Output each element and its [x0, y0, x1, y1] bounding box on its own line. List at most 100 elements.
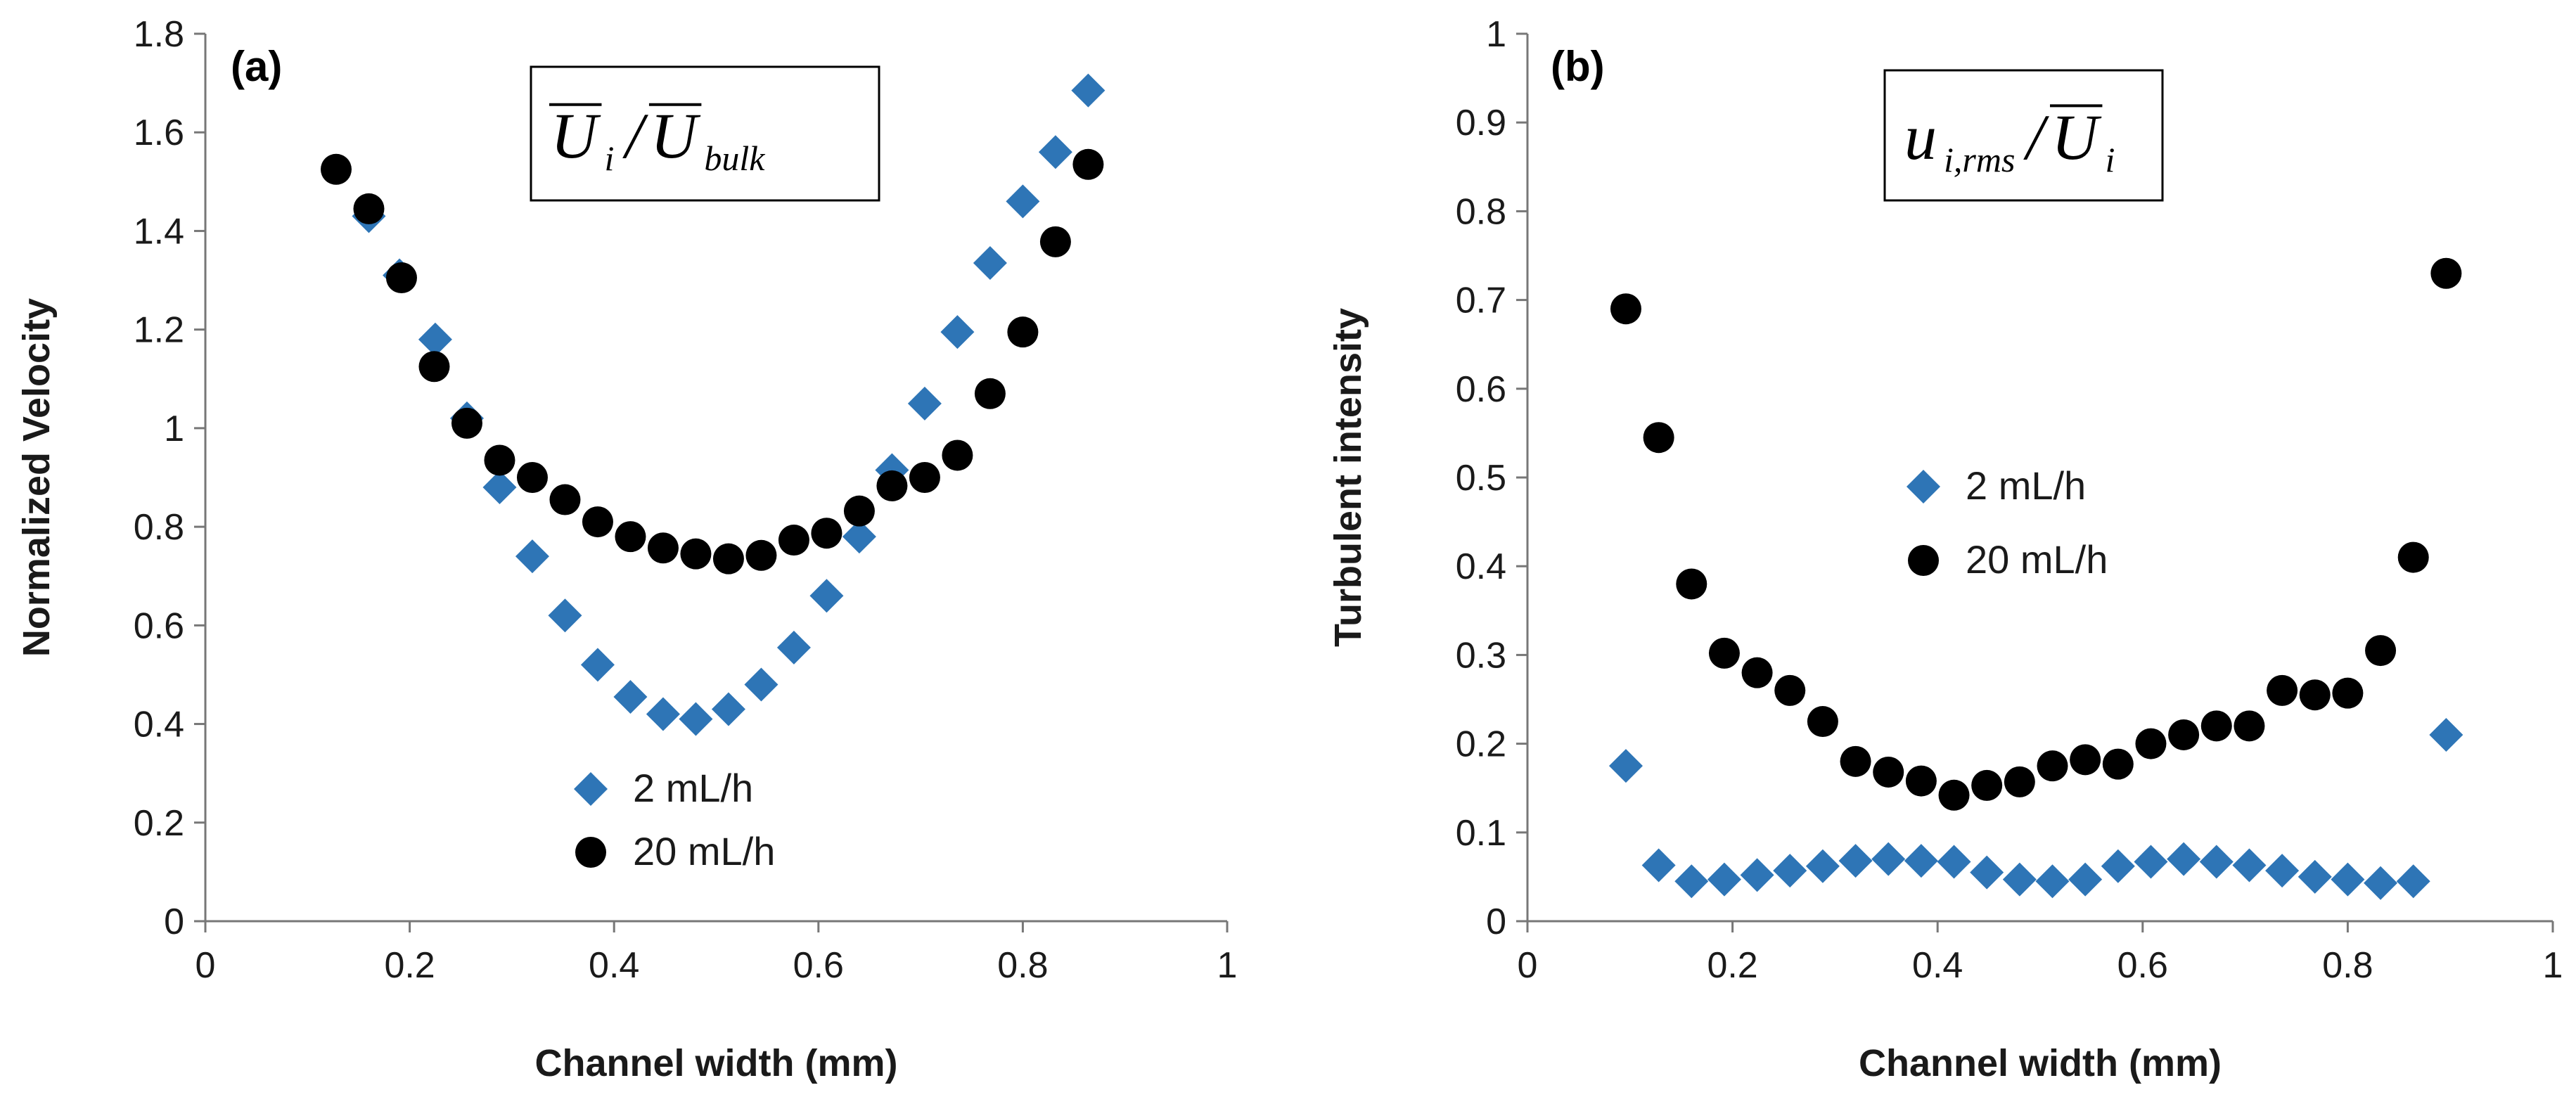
- chart-panel-2: 0 0.1 0.2 0.3 0.4 0.5 0.6 0.7 0.8 0.9 1 0 0.2 0.4 0.6 0…: [1327, 14, 2563, 1084]
- y-tick-label: 0.3: [1456, 635, 1506, 676]
- data-point-circle: [647, 532, 679, 564]
- data-point-circle: [811, 518, 842, 549]
- data-point-diamond: [2364, 866, 2398, 900]
- legend: 2 mL/h 20 mL/h: [574, 766, 775, 873]
- data-point-circle: [1741, 657, 1773, 688]
- data-point-diamond: [2429, 717, 2463, 752]
- data-point-diamond: [2068, 862, 2103, 897]
- data-point-diamond: [1608, 749, 1643, 783]
- data-point-diamond: [1674, 864, 1709, 899]
- x-tick-label: 0.2: [1707, 945, 1757, 986]
- data-point-circle: [2234, 710, 2265, 742]
- data-point-diamond: [2167, 842, 2201, 876]
- y-tick-label: 0.4: [1456, 546, 1506, 587]
- data-point-circle: [1971, 769, 2003, 801]
- data-point-diamond: [1871, 842, 1906, 876]
- data-point-circle: [843, 495, 875, 527]
- data-point-circle: [1610, 293, 1641, 325]
- data-point-diamond: [1773, 854, 1807, 888]
- data-point-circle: [876, 470, 908, 501]
- data-point-diamond: [973, 246, 1007, 281]
- data-point-circle: [615, 521, 646, 553]
- data-point-diamond: [646, 697, 680, 731]
- formula-subscript-2: bulk: [704, 139, 765, 178]
- data-point-diamond: [907, 386, 942, 421]
- x-tick-label: 0.8: [2322, 945, 2373, 986]
- data-point-diamond: [679, 702, 713, 736]
- x-axis-title: Channel width (mm): [1859, 1042, 2222, 1084]
- data-point-diamond: [2199, 845, 2234, 879]
- data-point-circle: [2299, 679, 2331, 711]
- x-tick-label: 0.6: [793, 945, 844, 986]
- data-point-circle: [745, 539, 777, 571]
- data-point-circle: [385, 262, 417, 294]
- data-point-diamond: [1038, 135, 1072, 169]
- x-tick-label: 1: [1217, 945, 1238, 986]
- data-point-diamond: [1838, 844, 1873, 878]
- y-tick-label: 0: [164, 902, 184, 942]
- legend-entry: 2 mL/h: [1966, 463, 2086, 508]
- data-point-diamond: [2035, 864, 2070, 899]
- data-point-circle: [582, 506, 613, 538]
- data-point-diamond: [1805, 849, 1840, 883]
- legend-entry: 2 mL/h: [633, 766, 753, 810]
- data-point-circle: [778, 525, 809, 556]
- data-point-circle: [680, 538, 712, 570]
- x-tick-label: 1: [2543, 945, 2563, 986]
- data-point-circle: [1905, 765, 1937, 797]
- legend-entry: 20 mL/h: [633, 829, 775, 873]
- data-point-circle: [1774, 674, 1806, 706]
- data-point-circle: [418, 351, 450, 383]
- y-tick-label: 0.2: [134, 803, 184, 844]
- data-point-diamond: [2298, 859, 2332, 894]
- data-point-diamond: [1970, 855, 2004, 890]
- data-point-diamond: [1904, 844, 1938, 878]
- data-point-circle: [2430, 257, 2462, 289]
- y-tick-label: 0.8: [1456, 191, 1506, 232]
- y-tick-label: 1: [1486, 14, 1506, 55]
- x-tick-label: 0: [196, 945, 216, 986]
- x-tick-label: 0.2: [384, 945, 435, 986]
- data-point-diamond: [1937, 845, 1971, 879]
- data-point-diamond: [580, 648, 615, 682]
- data-point-diamond: [418, 322, 452, 357]
- data-point-diamond: [1641, 848, 1676, 883]
- y-tick-label: 0.9: [1456, 103, 1506, 143]
- data-point-circle: [2004, 766, 2035, 797]
- data-point-circle: [549, 484, 581, 515]
- data-point-circle: [1643, 422, 1674, 454]
- data-point-circle: [1708, 637, 1740, 669]
- data-point-circle: [2397, 541, 2429, 573]
- y-tick-label: 1.4: [134, 211, 184, 252]
- data-point-diamond: [776, 630, 811, 665]
- data-point-diamond: [1740, 858, 1774, 892]
- data-point-diamond: [1006, 184, 1040, 219]
- formula-subscript-2: i: [2105, 140, 2115, 179]
- data-point-circle: [712, 543, 744, 575]
- data-point-circle: [2365, 635, 2397, 667]
- data-point-diamond: [482, 470, 517, 505]
- legend-marker-circle: [575, 837, 606, 868]
- y-tick-label: 1.8: [134, 14, 184, 55]
- y-tick-label: 0.1: [1456, 813, 1506, 854]
- data-point-circle: [2267, 674, 2298, 706]
- data-point-circle: [320, 153, 352, 185]
- y-axis-title: Turbulent intensity: [1327, 308, 1369, 647]
- legend: 2 mL/h 20 mL/h: [1907, 463, 2108, 582]
- data-point-circle: [1072, 148, 1104, 180]
- data-point-circle: [1007, 316, 1039, 348]
- data-point-diamond: [809, 579, 844, 613]
- data-point-diamond: [2331, 862, 2365, 897]
- y-tick-label: 1.6: [134, 113, 184, 153]
- x-tick-label: 0: [1518, 945, 1538, 986]
- data-point-circle: [2135, 728, 2167, 759]
- legend-marker-circle: [1908, 545, 1939, 576]
- data-point-diamond: [2232, 848, 2267, 883]
- y-tick-label: 0.7: [1456, 281, 1506, 321]
- y-axis-title: Normalized Velocity: [15, 298, 58, 657]
- formula-subscript: i: [604, 139, 614, 178]
- formula-main-2: U: [651, 100, 701, 172]
- data-point-diamond: [1707, 862, 1741, 897]
